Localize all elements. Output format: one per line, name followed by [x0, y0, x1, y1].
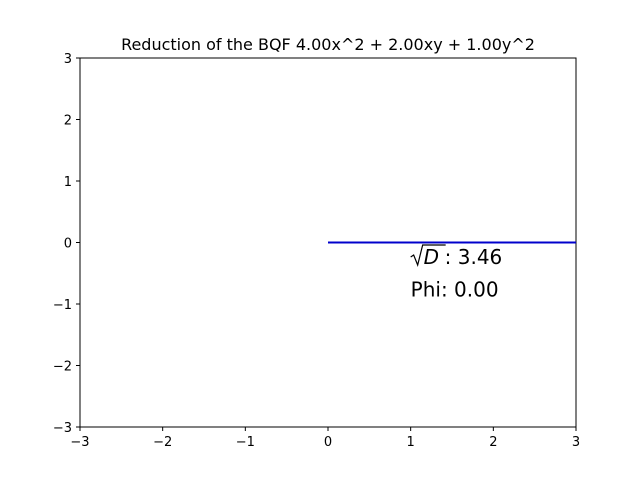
x-tick-label: 0	[324, 435, 332, 450]
x-tick-label: 3	[572, 435, 580, 450]
y-tick-label: −3	[53, 421, 72, 436]
sqrt-d-annotation: D : 3.46	[410, 244, 503, 269]
y-tick-label: −1	[53, 298, 72, 313]
y-tick-label: 1	[64, 175, 72, 190]
y-tick-label: 0	[64, 237, 72, 252]
x-tick-label: 1	[407, 435, 415, 450]
y-tick-label: −2	[53, 360, 72, 375]
x-tick-label: 2	[489, 435, 497, 450]
sqrt-d-value: : 3.46	[445, 245, 503, 269]
sqrt-d-symbol: D	[424, 245, 439, 269]
chart-title: Reduction of the BQF 4.00x^2 + 2.00xy + …	[121, 35, 535, 54]
y-tick-label: 3	[64, 52, 72, 67]
radical-sign	[410, 244, 446, 267]
x-tick-label: −3	[70, 435, 89, 450]
y-axis: −3 −2 −1 0 1 2 3	[53, 52, 80, 436]
y-tick-label: 2	[64, 114, 72, 129]
x-tick-label: −1	[236, 435, 255, 450]
x-tick-label: −2	[153, 435, 172, 450]
phi-annotation: Phi: 0.00	[411, 278, 499, 302]
x-axis: −3 −2 −1 0 1 2 3	[70, 427, 580, 450]
